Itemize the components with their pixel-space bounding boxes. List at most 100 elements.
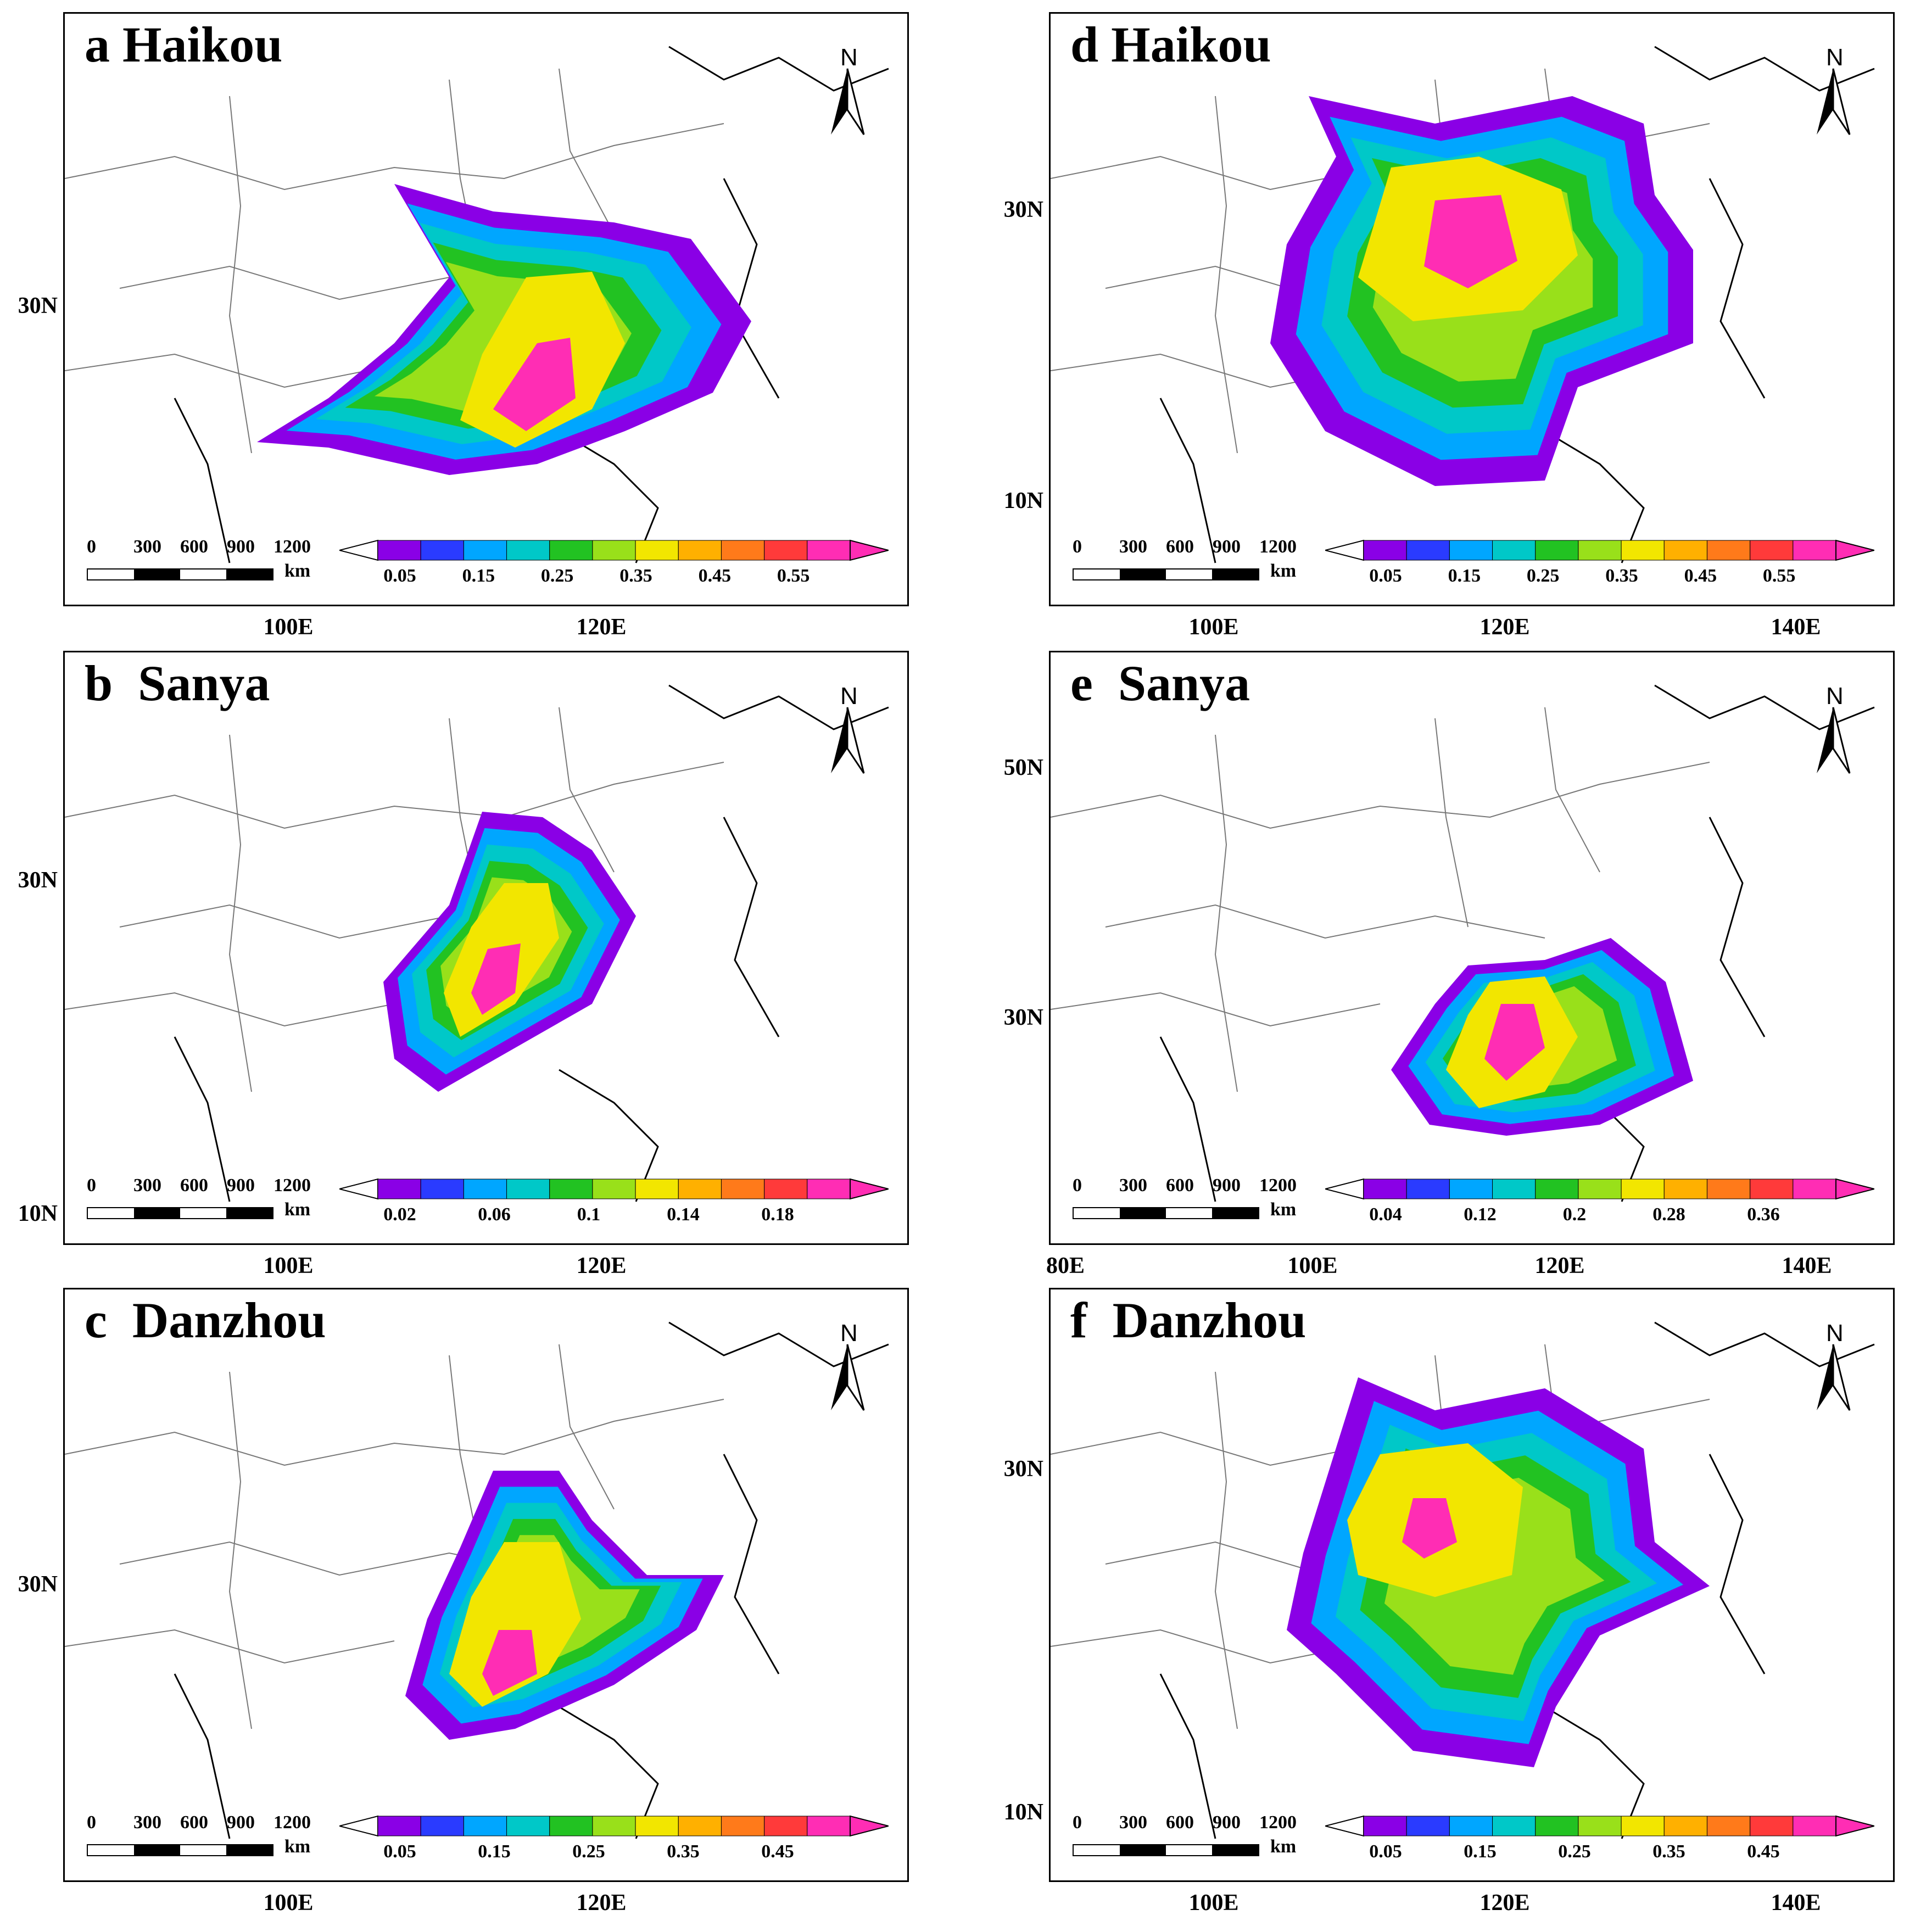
legend-tick: 0.35 bbox=[1652, 1841, 1685, 1862]
coast-segment bbox=[1709, 1454, 1766, 1674]
scale-unit: km bbox=[284, 1836, 311, 1857]
scale-tick: 0 bbox=[1073, 537, 1082, 557]
map-frame: d Haikou N 0 300 600 900 1200 km 0.05 0.15 0.25 0.3… bbox=[1049, 12, 1895, 606]
scale-tick: 1200 bbox=[1259, 537, 1297, 557]
coast-segment bbox=[668, 1321, 889, 1367]
legend-swatch bbox=[635, 1179, 679, 1199]
legend-swatch bbox=[1492, 540, 1536, 561]
border-line bbox=[228, 1371, 252, 1729]
legend-swatch bbox=[1706, 540, 1751, 561]
border-line bbox=[559, 68, 615, 234]
scale-bar-segments bbox=[87, 1844, 273, 1856]
legend-swatch bbox=[592, 1816, 636, 1836]
legend-swatch bbox=[807, 1816, 851, 1836]
scale-bar: 0 300 600 900 1200 km bbox=[87, 537, 339, 591]
legend-tick: 0.15 bbox=[462, 566, 495, 586]
latitude-label: 10N bbox=[18, 1201, 58, 1226]
border-line bbox=[65, 353, 395, 388]
scale-tick: 1200 bbox=[273, 537, 311, 557]
longitude-label: 100E bbox=[1188, 1890, 1239, 1916]
latitude-label: 30N bbox=[18, 293, 58, 319]
coastline bbox=[174, 684, 889, 1202]
coast-segment bbox=[174, 1036, 231, 1202]
legend-swatch bbox=[1578, 1816, 1622, 1836]
longitude-label: 100E bbox=[263, 1890, 314, 1916]
north-arrow-icon: N bbox=[828, 683, 867, 776]
scale-tick: 900 bbox=[227, 1175, 255, 1196]
scale-tick: 300 bbox=[133, 1175, 161, 1196]
concentration-field bbox=[1287, 1377, 1710, 1767]
legend-swatch bbox=[420, 1179, 464, 1199]
scale-tick: 600 bbox=[180, 537, 208, 557]
north-label: N bbox=[1826, 683, 1844, 710]
contour-core-1 bbox=[482, 1630, 537, 1696]
map-panel-f: f Danzhou N 0 300 600 900 1200 km 0.05 0.15 0.25 0.… bbox=[1004, 1288, 1895, 1926]
scale-bar-segments bbox=[87, 568, 273, 580]
border-line bbox=[1214, 734, 1238, 1092]
north-arrow-icon: N bbox=[828, 1320, 867, 1413]
map-panel-a: a Haikou N 0 300 600 900 1200 km 0.05 0.15 0.25 0.3… bbox=[18, 12, 909, 650]
scale-unit: km bbox=[1270, 1199, 1297, 1220]
north-label: N bbox=[1826, 44, 1844, 71]
legend-swatch bbox=[1363, 1179, 1407, 1199]
latitude-label: 10N bbox=[1003, 1800, 1043, 1825]
legend-swatch bbox=[1449, 1179, 1493, 1199]
coastline bbox=[174, 1321, 889, 1839]
scale-tick: 0 bbox=[87, 1812, 96, 1833]
legend-tick: 0.25 bbox=[540, 566, 574, 586]
north-label: N bbox=[1826, 1320, 1844, 1347]
coast-segment bbox=[174, 1673, 231, 1839]
map-canvas bbox=[65, 684, 889, 1202]
north-label: N bbox=[840, 683, 858, 710]
legend-swatch bbox=[463, 540, 507, 561]
scale-bar: 0 300 600 900 1200 km bbox=[1073, 537, 1325, 591]
coast-segment bbox=[559, 1706, 659, 1839]
legend-tick: 0.04 bbox=[1369, 1204, 1402, 1225]
scale-tick: 0 bbox=[87, 537, 96, 557]
color-legend: 0.04 0.12 0.2 0.28 0.36 bbox=[1325, 1178, 1874, 1233]
panel-title: e Sanya bbox=[1070, 655, 1250, 711]
border-line bbox=[1434, 718, 1469, 928]
legend-swatch bbox=[1449, 1816, 1493, 1836]
legend-swatch bbox=[678, 1179, 722, 1199]
legend-swatch bbox=[1621, 540, 1665, 561]
legend-tick: 0.35 bbox=[619, 566, 652, 586]
map-frame: e Sanya N 0 300 600 900 1200 km 0.04 0.12 0.2 0.28 0… bbox=[1049, 651, 1895, 1245]
latitude-label: 30N bbox=[1003, 1456, 1043, 1482]
legend-swatch bbox=[1793, 540, 1836, 561]
legend-swatch bbox=[1750, 540, 1794, 561]
legend-swatch bbox=[420, 540, 464, 561]
border-line bbox=[65, 1399, 724, 1466]
scale-tick: 300 bbox=[1119, 537, 1147, 557]
coast-segment bbox=[559, 430, 659, 563]
scale-tick: 300 bbox=[1119, 1175, 1147, 1196]
scale-tick: 300 bbox=[133, 537, 161, 557]
border-line bbox=[1051, 762, 1710, 829]
border-line bbox=[228, 96, 252, 454]
legend-tick: 0.35 bbox=[667, 1841, 700, 1862]
legend-swatch bbox=[1621, 1816, 1665, 1836]
legend-swatch bbox=[678, 540, 722, 561]
longitude-label: 120E bbox=[576, 615, 627, 640]
scale-tick: 1200 bbox=[273, 1812, 311, 1833]
legend-swatch bbox=[721, 1816, 765, 1836]
coast-segment bbox=[1159, 398, 1216, 563]
legend-tick: 0.55 bbox=[777, 566, 810, 586]
legend-swatch bbox=[1663, 1816, 1707, 1836]
legend-swatch bbox=[549, 1179, 593, 1199]
legend-tick: 0.45 bbox=[1747, 1841, 1780, 1862]
latitude-label: 30N bbox=[18, 1572, 58, 1597]
scale-tick: 1200 bbox=[1259, 1175, 1297, 1196]
coast-segment bbox=[1159, 1673, 1216, 1839]
legend-swatch bbox=[1750, 1816, 1794, 1836]
coastline bbox=[1159, 1321, 1875, 1839]
legend-swatch bbox=[1663, 1179, 1707, 1199]
concentration-field bbox=[405, 1471, 724, 1740]
longitude-label: 120E bbox=[576, 1253, 627, 1278]
legend-swatch bbox=[678, 1816, 722, 1836]
scale-tick: 600 bbox=[180, 1175, 208, 1196]
legend-tick: 0.2 bbox=[1562, 1204, 1587, 1225]
legend-swatch bbox=[764, 540, 808, 561]
concentration-field bbox=[1270, 96, 1693, 486]
legend-swatch bbox=[377, 1816, 421, 1836]
